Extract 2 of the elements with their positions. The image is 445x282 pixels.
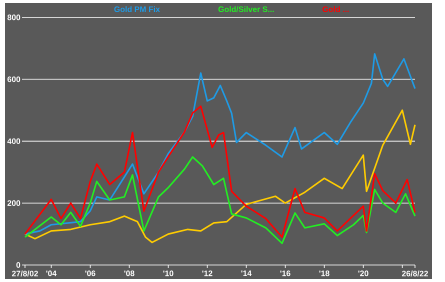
line-series	[24, 156, 416, 244]
line-series	[24, 53, 416, 235]
